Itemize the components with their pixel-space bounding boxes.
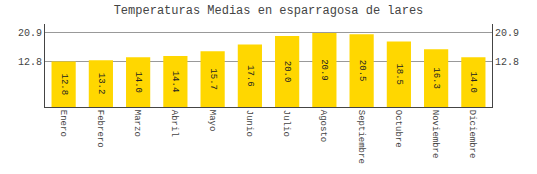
svg-text:Junio: Junio [244, 110, 254, 137]
svg-text:20.9: 20.9 [495, 28, 519, 39]
svg-text:12.8: 12.8 [495, 57, 519, 68]
svg-text:Enero: Enero [58, 110, 68, 137]
svg-text:15.7: 15.7 [208, 68, 218, 90]
svg-text:13.2: 13.2 [96, 73, 106, 95]
svg-text:14.0: 14.0 [133, 71, 143, 93]
svg-text:20.5: 20.5 [357, 60, 367, 82]
svg-text:16.3: 16.3 [431, 67, 441, 89]
svg-text:Noviembre: Noviembre [430, 110, 440, 159]
svg-text:Diciembre: Diciembre [467, 110, 477, 159]
svg-text:Agosto: Agosto [318, 110, 328, 142]
svg-text:18.5: 18.5 [394, 63, 404, 85]
svg-text:14.4: 14.4 [170, 71, 180, 93]
svg-text:12.8: 12.8 [59, 74, 69, 96]
svg-text:Septiembre: Septiembre [356, 110, 366, 164]
svg-text:Julio: Julio [281, 110, 291, 137]
svg-text:20.0: 20.0 [282, 61, 292, 83]
svg-text:12.8: 12.8 [18, 57, 42, 68]
svg-text:20.9: 20.9 [319, 59, 329, 81]
svg-text:Abril: Abril [169, 110, 179, 137]
svg-text:Marzo: Marzo [132, 110, 142, 137]
svg-text:Temperaturas Medias en esparra: Temperaturas Medias en esparragosa de la… [114, 4, 424, 18]
svg-text:20.9: 20.9 [18, 28, 42, 39]
svg-text:17.6: 17.6 [245, 65, 255, 87]
svg-text:Octubre: Octubre [393, 110, 403, 148]
svg-text:14.0: 14.0 [468, 71, 478, 93]
svg-text:Mayo: Mayo [207, 110, 217, 132]
svg-text:Febrero: Febrero [95, 110, 105, 148]
